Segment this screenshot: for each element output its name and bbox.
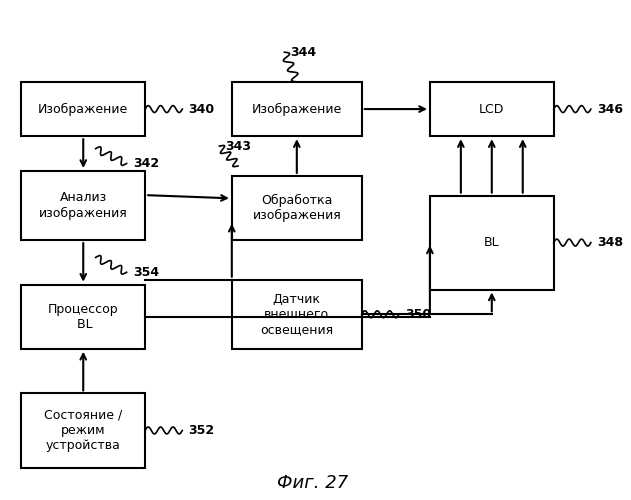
Text: Изображение: Изображение — [38, 102, 128, 116]
FancyBboxPatch shape — [21, 82, 145, 136]
Text: BL: BL — [484, 236, 500, 249]
Text: Анализ
изображения: Анализ изображения — [39, 192, 127, 220]
FancyBboxPatch shape — [21, 394, 145, 468]
FancyBboxPatch shape — [430, 196, 553, 290]
Text: 348: 348 — [597, 236, 623, 249]
Text: 343: 343 — [226, 140, 252, 152]
FancyBboxPatch shape — [430, 82, 553, 136]
FancyBboxPatch shape — [232, 280, 362, 349]
Text: 354: 354 — [133, 266, 159, 279]
FancyBboxPatch shape — [232, 82, 362, 136]
Text: Обработка
изображения: Обработка изображения — [252, 194, 341, 222]
FancyBboxPatch shape — [21, 171, 145, 240]
Text: 350: 350 — [405, 308, 431, 321]
Text: 342: 342 — [133, 157, 159, 170]
Text: Состояние /
режим
устройства: Состояние / режим устройства — [44, 409, 122, 452]
Text: 346: 346 — [597, 102, 623, 116]
Text: 340: 340 — [189, 102, 215, 116]
FancyBboxPatch shape — [21, 284, 145, 349]
Text: 352: 352 — [189, 424, 215, 437]
Text: LCD: LCD — [479, 102, 504, 116]
Text: Датчик
внешнего
освещения: Датчик внешнего освещения — [260, 293, 333, 336]
Text: 344: 344 — [291, 46, 317, 59]
Text: Процессор
 BL: Процессор BL — [48, 302, 119, 331]
FancyBboxPatch shape — [232, 176, 362, 240]
Text: Изображение: Изображение — [252, 102, 342, 116]
Text: Фиг. 27: Фиг. 27 — [276, 474, 348, 492]
